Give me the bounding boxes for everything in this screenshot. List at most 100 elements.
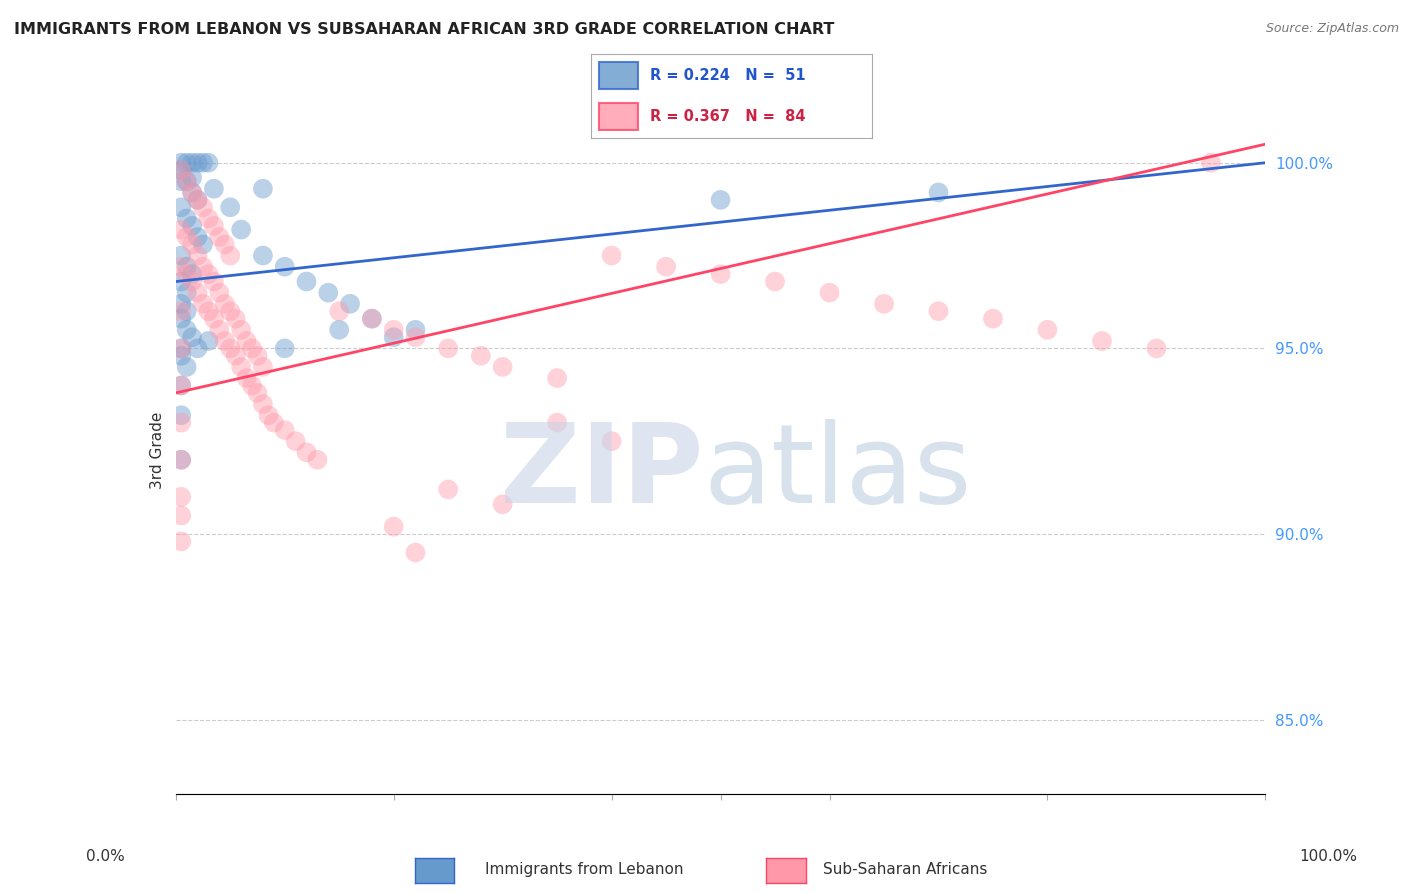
Point (1036, 323, 1059, 337)
Point (176, 304, 198, 318)
Point (191, 200, 214, 214)
Point (361, 311, 384, 326)
Point (240, 342, 263, 356)
Point (328, 304, 350, 318)
Point (197, 304, 219, 318)
Point (202, 182, 225, 196)
Point (170, 155, 193, 169)
Point (170, 163, 193, 178)
Text: 100.0%: 100.0% (1299, 849, 1358, 863)
Point (191, 237, 214, 252)
Point (405, 545, 427, 559)
Point (274, 423, 297, 437)
Point (208, 230, 231, 244)
Point (214, 237, 236, 252)
Point (437, 342, 460, 356)
Point (170, 378, 193, 392)
Point (219, 304, 242, 318)
Point (181, 219, 204, 233)
Point (235, 371, 257, 385)
Point (219, 248, 242, 262)
Point (928, 304, 950, 318)
Point (274, 342, 297, 356)
Point (197, 155, 219, 169)
Point (318, 285, 340, 300)
Point (710, 267, 733, 281)
Point (339, 297, 361, 311)
Point (170, 408, 193, 422)
Point (170, 349, 193, 363)
Point (170, 508, 193, 523)
Point (295, 445, 318, 459)
Point (219, 200, 242, 214)
Point (170, 222, 193, 236)
Point (191, 297, 214, 311)
Point (181, 186, 204, 200)
Point (600, 434, 623, 449)
Point (170, 248, 193, 262)
Point (197, 211, 219, 226)
Point (170, 342, 193, 356)
Point (176, 230, 198, 244)
Point (191, 155, 214, 169)
Bar (599, 62, 638, 89)
Text: R = 0.224   N =  51: R = 0.224 N = 51 (650, 68, 806, 83)
Point (181, 267, 204, 281)
Point (600, 248, 623, 262)
Point (981, 311, 1004, 326)
Point (181, 275, 204, 289)
Text: 0.0%: 0.0% (86, 849, 125, 863)
Point (252, 182, 274, 196)
Point (928, 186, 950, 200)
Point (252, 248, 274, 262)
Text: R = 0.367   N =  84: R = 0.367 N = 84 (650, 109, 806, 124)
Point (235, 334, 257, 348)
Point (186, 193, 209, 207)
Point (186, 193, 209, 207)
Point (186, 248, 209, 262)
Point (202, 311, 225, 326)
Point (176, 174, 198, 188)
Point (170, 534, 193, 549)
Point (1091, 334, 1114, 348)
Point (170, 260, 193, 274)
Point (382, 519, 405, 533)
Point (170, 275, 193, 289)
Point (181, 170, 204, 185)
Point (186, 155, 209, 169)
Point (328, 323, 350, 337)
Point (181, 186, 204, 200)
Point (546, 416, 568, 430)
Y-axis label: 3rd Grade: 3rd Grade (149, 412, 165, 489)
Point (170, 304, 193, 318)
Text: Immigrants from Lebanon: Immigrants from Lebanon (485, 863, 683, 877)
Point (1199, 155, 1222, 169)
Point (546, 371, 568, 385)
Point (382, 323, 405, 337)
Point (170, 200, 193, 214)
Point (170, 342, 193, 356)
Point (176, 323, 198, 337)
Point (437, 483, 460, 497)
Point (240, 378, 263, 392)
Point (202, 275, 225, 289)
Point (170, 311, 193, 326)
Point (170, 163, 193, 178)
Point (284, 434, 307, 449)
Point (186, 342, 209, 356)
Point (181, 330, 204, 344)
Point (252, 397, 274, 411)
Point (170, 490, 193, 504)
Point (1146, 342, 1168, 356)
Point (176, 174, 198, 188)
Point (197, 334, 219, 348)
Point (170, 297, 193, 311)
Point (186, 230, 209, 244)
Point (257, 408, 280, 422)
Point (208, 285, 231, 300)
Point (170, 452, 193, 467)
Point (818, 285, 841, 300)
Point (274, 260, 297, 274)
Point (655, 260, 678, 274)
Point (361, 311, 384, 326)
